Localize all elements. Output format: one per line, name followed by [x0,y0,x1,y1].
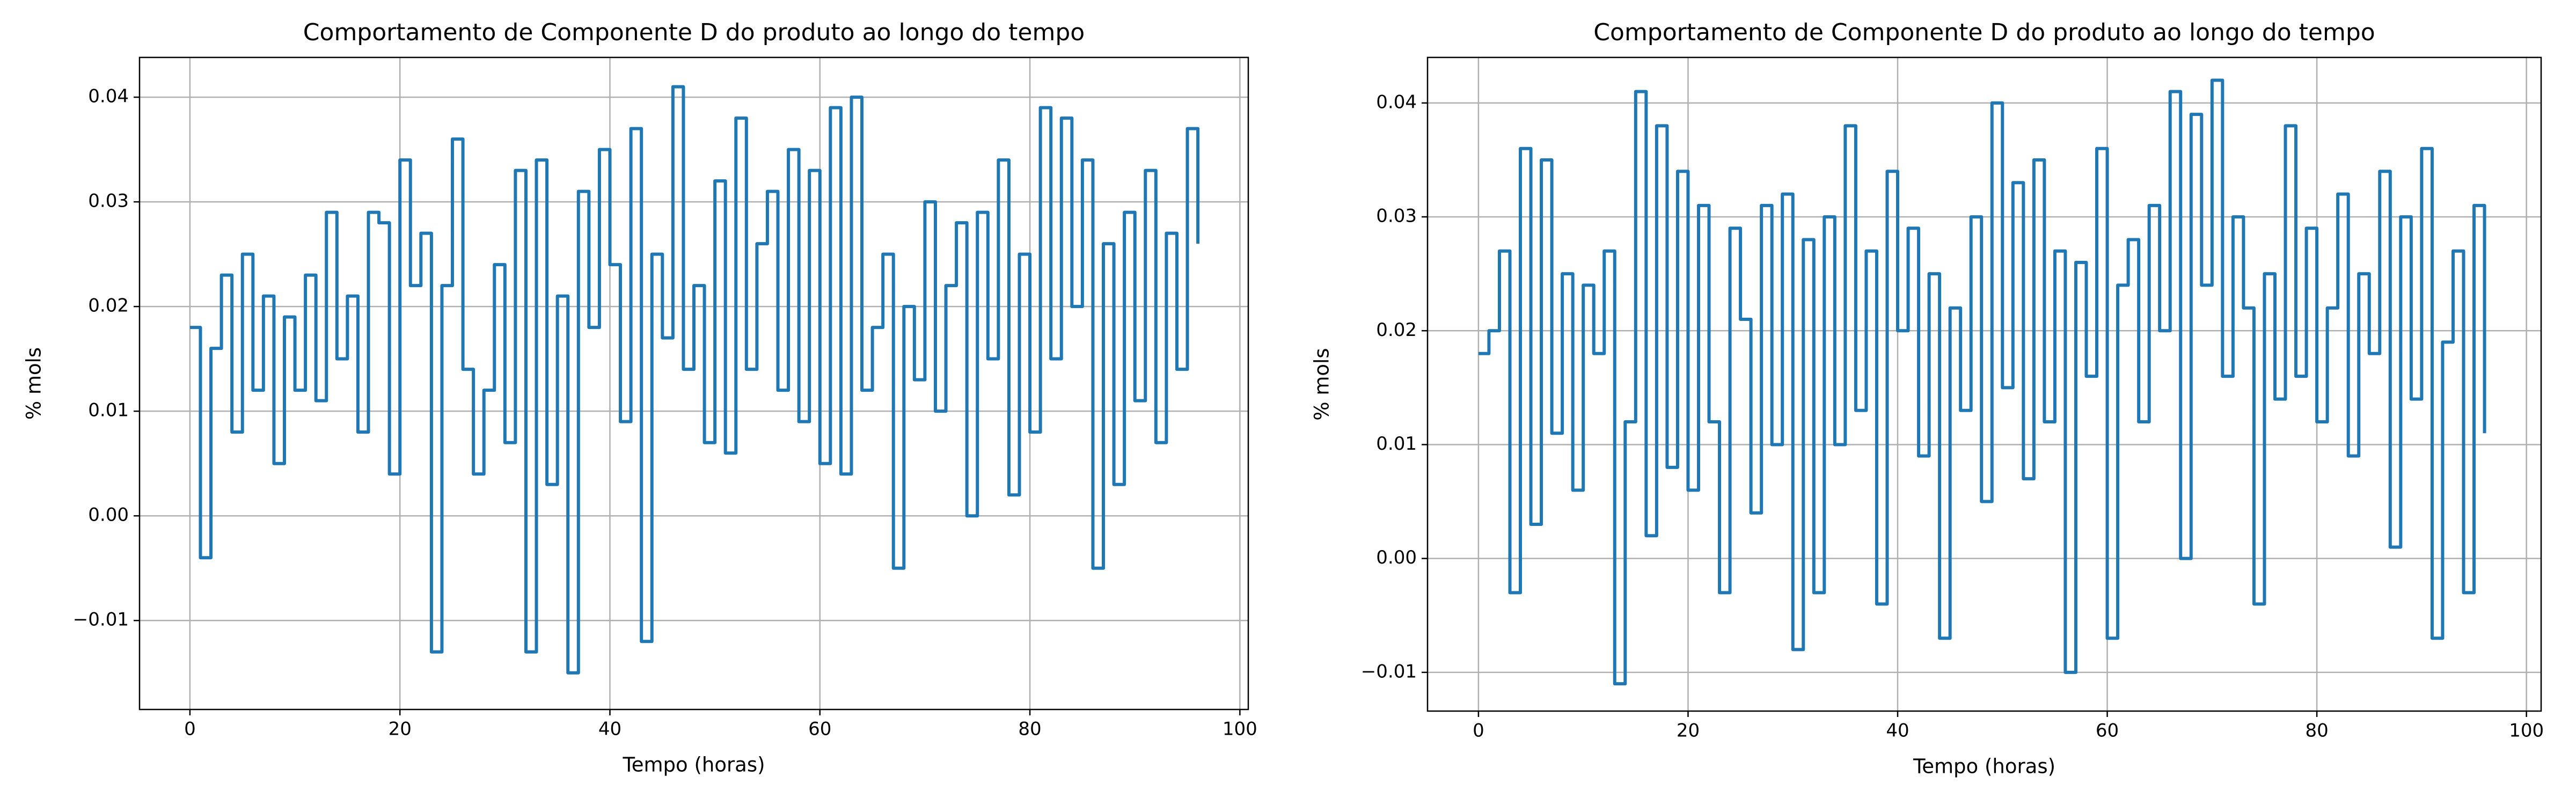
x-tick-label: 0 [184,719,196,740]
y-tick-label: 0.02 [1376,319,1417,341]
x-tick-label: 40 [598,719,621,740]
y-tick-label: 0.01 [1376,433,1417,455]
x-tick-label: 20 [389,719,412,740]
chart-title: Comportamento de Componente D do produto… [1593,19,2375,46]
y-tick-label: 0.04 [1376,91,1417,113]
data-line [189,85,1200,675]
x-tick-label: 80 [1018,719,1041,740]
y-tick-label: 0.02 [88,295,129,317]
y-axis-label: % mols [1311,348,1334,420]
x-tick-label: 100 [1223,719,1257,740]
y-tick-label: 0.00 [1376,547,1417,568]
y-tick-label: −0.01 [1361,661,1417,682]
axes-frame [138,56,1249,711]
x-tick-label: 80 [2305,720,2328,742]
data-line [1478,78,2486,686]
y-tick-label: −0.01 [73,609,129,631]
x-axis-label: Tempo (horas) [622,753,765,777]
y-tick-label: 0.03 [1376,206,1417,227]
y-tick-label: 0.03 [88,191,129,212]
x-tick-label: 0 [1473,720,1484,742]
x-tick-label: 20 [1677,720,1700,742]
y-axis-label: % mols [23,347,46,420]
y-tick-label: 0.04 [88,86,129,107]
y-tick-label: 0.00 [88,504,129,526]
x-tick-label: 100 [2509,720,2544,742]
x-tick-label: 60 [2096,720,2119,742]
x-axis-label: Tempo (horas) [1913,755,2055,778]
x-tick-label: 40 [1886,720,1909,742]
chart-title: Comportamento de Componente D do produto… [303,19,1085,46]
axes-frame [1426,56,2542,712]
x-tick-label: 60 [808,719,831,740]
y-tick-label: 0.01 [88,400,129,421]
